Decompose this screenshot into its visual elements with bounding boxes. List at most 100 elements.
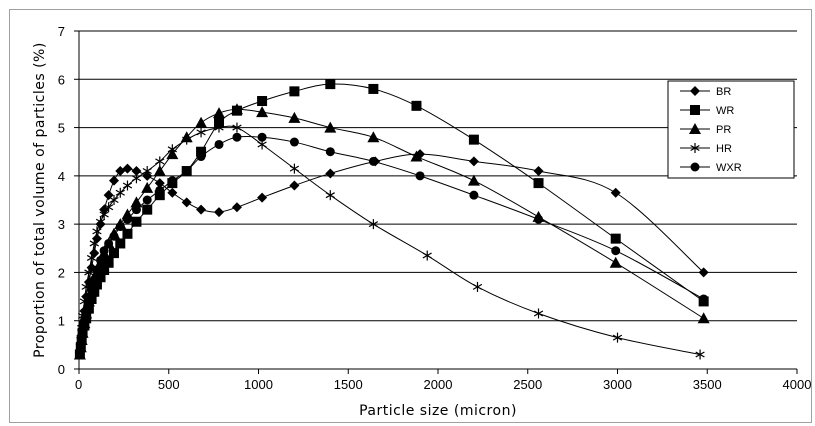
star-stroke — [257, 141, 267, 148]
data-point-hr — [99, 209, 109, 220]
data-point-pr — [288, 111, 301, 123]
data-point-wxr — [155, 185, 165, 195]
y-tick-label: 7 — [58, 24, 65, 39]
data-point-wr — [257, 96, 268, 107]
data-point-hr — [368, 219, 379, 230]
data-point-wr — [468, 134, 479, 145]
data-point-wxr — [109, 231, 119, 241]
star-stroke — [422, 252, 432, 259]
data-point-wxr — [89, 275, 99, 285]
data-point-wxr — [115, 222, 125, 232]
data-point-wr — [610, 233, 621, 244]
data-point-wxr — [79, 316, 89, 326]
data-point-hr — [122, 180, 133, 191]
legend-label-wr: WR — [716, 105, 734, 117]
data-point-br — [257, 192, 268, 203]
data-point-hr — [86, 252, 97, 263]
star-stroke — [325, 192, 335, 199]
chart-frame — [9, 9, 812, 423]
y-tick-label: 3 — [58, 217, 65, 232]
data-point-hr — [612, 332, 623, 343]
data-point-br — [167, 187, 178, 198]
y-tick-label: 2 — [58, 265, 65, 280]
data-point-hr — [84, 267, 94, 278]
series-line-pr — [79, 108, 704, 355]
series-markers — [73, 79, 710, 360]
data-point-hr — [155, 156, 165, 167]
data-point-wxr — [167, 176, 177, 186]
data-point-pr — [410, 150, 423, 162]
x-tick-label: 2000 — [424, 377, 453, 392]
data-point-pr — [609, 256, 622, 268]
data-point-br — [214, 207, 225, 218]
star-stroke — [103, 204, 114, 211]
data-point-pr — [195, 116, 208, 128]
y-tick-label: 6 — [58, 72, 65, 87]
star-stroke — [289, 165, 300, 172]
y-tick-label: 4 — [58, 169, 65, 184]
legend-marker-wr — [690, 105, 700, 115]
data-point-hr — [103, 202, 114, 213]
data-point-pr — [256, 106, 269, 118]
x-axis-title: Particle size (micron) — [359, 403, 517, 419]
data-point-wr — [122, 228, 133, 239]
data-point-br — [131, 166, 142, 177]
y-axis-title: Proportion of total volume of particles … — [32, 42, 48, 358]
data-point-hr — [89, 238, 99, 249]
data-point-wxr — [75, 350, 85, 360]
data-point-pr — [130, 196, 143, 208]
tick-labels: 0 1 2 3 4 5 6 7 0 500 1000 1500 2000 2500 3000 3500 4000 — [58, 24, 812, 392]
x-tick-label: 500 — [158, 377, 180, 392]
x-tick-label: 1500 — [334, 377, 363, 392]
data-point-wxr — [325, 147, 335, 157]
data-point-br — [325, 168, 336, 179]
data-point-hr — [325, 190, 335, 201]
legend: BR WR PR HR WXR — [667, 80, 795, 179]
data-point-wr — [411, 100, 422, 111]
data-point-hr — [214, 122, 224, 133]
data-point-br — [196, 204, 207, 215]
star-stroke — [182, 136, 192, 143]
data-point-wr — [196, 146, 207, 157]
data-point-wr — [142, 204, 153, 215]
data-point-wr — [103, 257, 114, 268]
data-point-hr — [232, 122, 242, 133]
x-tick-label: 1000 — [244, 377, 273, 392]
star-stroke — [368, 221, 379, 228]
data-point-wr — [131, 216, 142, 227]
data-point-wxr — [415, 171, 425, 181]
data-point-wxr — [122, 214, 132, 224]
x-tick-label: 3500 — [693, 377, 722, 392]
data-point-wxr — [699, 294, 709, 304]
star-stroke — [232, 124, 242, 131]
data-point-pr — [367, 131, 380, 143]
data-point-wxr — [84, 296, 94, 306]
data-point-br — [154, 178, 165, 189]
x-tick-label: 2500 — [513, 377, 542, 392]
star-stroke — [86, 254, 97, 261]
x-tick-label: 3000 — [603, 377, 632, 392]
legend-marker-wxr — [690, 162, 700, 172]
y-tick-label: 0 — [58, 362, 65, 377]
star-stroke — [167, 146, 177, 153]
star-stroke — [89, 240, 99, 247]
star-stroke — [690, 144, 700, 152]
data-point-br — [533, 166, 544, 177]
data-point-wr — [368, 83, 379, 94]
data-point-hr — [196, 127, 206, 138]
data-point-hr — [92, 226, 102, 237]
data-point-wxr — [182, 166, 192, 176]
data-point-wxr — [92, 265, 102, 275]
data-point-wxr — [96, 255, 106, 265]
data-point-hr — [109, 195, 119, 205]
data-point-br — [181, 197, 192, 208]
legend-marker-hr — [690, 143, 700, 153]
data-point-wxr — [99, 246, 109, 256]
legend-marker-br — [690, 86, 700, 96]
star-stroke — [695, 351, 705, 358]
data-point-wxr — [534, 214, 544, 224]
data-point-wxr — [368, 156, 378, 166]
star-stroke — [131, 175, 142, 182]
data-point-wxr — [81, 306, 91, 316]
data-point-pr — [230, 103, 243, 115]
